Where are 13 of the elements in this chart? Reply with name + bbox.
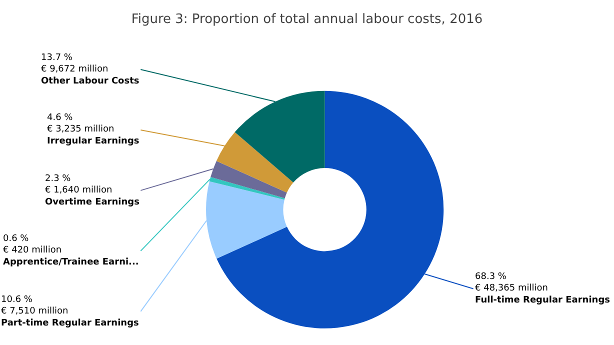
data-label: 4.6 % € 3,235 million [47, 113, 114, 135]
slice-label: Other Labour Costs [41, 76, 140, 86]
data-label: 2.3 % € 1,640 million [45, 174, 112, 196]
data-label: 13.7 % € 9,672 million [41, 53, 108, 75]
chart-title: Figure 3: Proportion of total annual labour costs, 2016 [131, 12, 483, 27]
slice-label: Apprentice/Trainee Earni... [3, 257, 139, 268]
slice-label: Full-time Regular Earnings [475, 295, 610, 306]
data-label: 10.6 % € 7,510 million [1, 295, 68, 317]
data-label: 0.6 % € 420 million [3, 234, 62, 256]
data-label: 68.3 % € 48,365 million [475, 272, 548, 294]
slice-label: Irregular Earnings [47, 136, 140, 146]
slice-label: Part-time Regular Earnings [1, 318, 139, 328]
slice-label: Overtime Earnings [45, 197, 140, 208]
